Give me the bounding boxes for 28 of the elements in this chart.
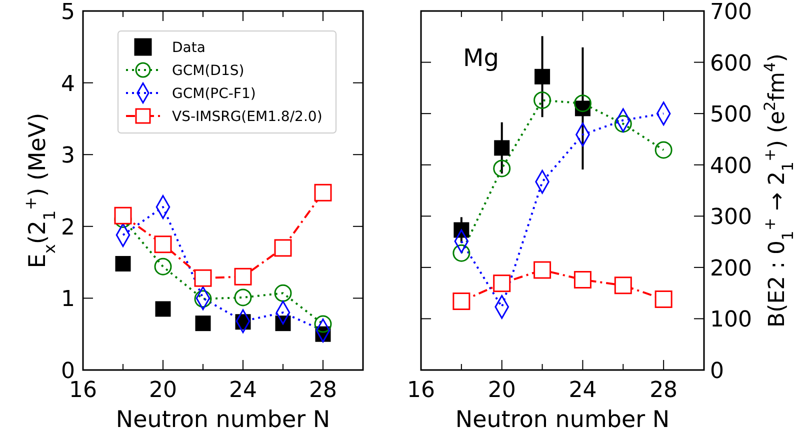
y2-tick-label: 700 [710,0,752,25]
annotation: Mg [463,44,499,72]
legend-label: GCM(PC-F1) [172,86,256,102]
x-tick-label: 20 [149,378,177,403]
y-tick-label: 2 [61,215,75,240]
legend-label: VS-IMSRG(EM1.8/2.0) [172,109,322,125]
y2-tick-label: 200 [710,256,752,282]
x-tick-label: 16 [407,378,435,403]
y2-tick-label: 600 [710,51,752,76]
y2-tick-label: 400 [710,154,752,179]
x-tick-label: 24 [229,378,257,403]
y2-tick-label: 500 [710,102,752,128]
legend-label: Data [172,40,206,56]
y-tick-label: 3 [61,144,75,169]
x-tick-label: 16 [69,378,97,403]
legend-label: GCM(D1S) [172,63,244,79]
x-tick-label: 28 [650,378,678,403]
y-tick-label: 4 [61,72,75,97]
x-tick-label: 20 [488,378,516,403]
y2-tick-label: 0 [710,359,724,384]
x-tick-label: 28 [309,378,337,403]
y2-tick-label: 300 [710,205,752,230]
x-tick-label: 24 [568,378,597,403]
x-axis-title: Neutron number N [116,407,330,433]
y2-tick-label: 100 [710,308,752,333]
y-tick-label: 1 [61,287,75,312]
y-tick-label: 5 [61,0,75,25]
x-axis-title: Neutron number N [455,407,670,433]
